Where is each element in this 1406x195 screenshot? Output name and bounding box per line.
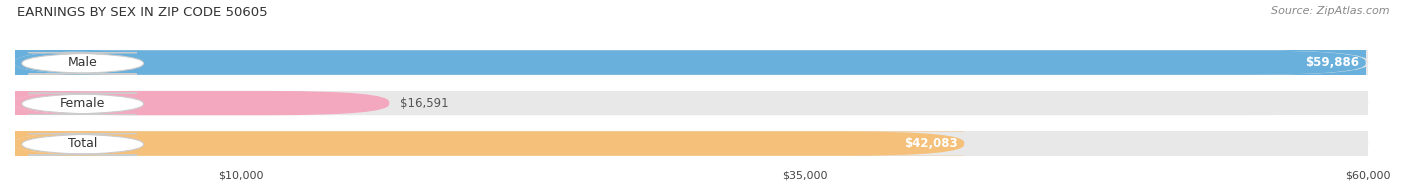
FancyBboxPatch shape [15, 131, 1368, 156]
FancyBboxPatch shape [15, 91, 389, 115]
Text: Total: Total [67, 137, 97, 150]
Bar [15, 51, 1365, 75]
Bar [15, 91, 1368, 115]
Text: $59,886: $59,886 [1305, 56, 1360, 69]
Bar [15, 91, 389, 115]
FancyBboxPatch shape [21, 93, 143, 114]
Text: $16,591: $16,591 [401, 97, 449, 110]
Bar [15, 131, 965, 156]
Text: $42,083: $42,083 [904, 137, 957, 150]
Text: Female: Female [60, 97, 105, 110]
FancyBboxPatch shape [21, 134, 143, 155]
Text: Male: Male [67, 56, 97, 69]
Bar [15, 131, 1368, 156]
Text: Source: ZipAtlas.com: Source: ZipAtlas.com [1271, 6, 1389, 16]
FancyBboxPatch shape [15, 91, 1368, 115]
Bar [15, 51, 1368, 75]
FancyBboxPatch shape [15, 131, 965, 156]
Text: EARNINGS BY SEX IN ZIP CODE 50605: EARNINGS BY SEX IN ZIP CODE 50605 [17, 6, 267, 19]
FancyBboxPatch shape [15, 51, 1368, 75]
FancyBboxPatch shape [15, 51, 1365, 75]
FancyBboxPatch shape [21, 53, 143, 74]
